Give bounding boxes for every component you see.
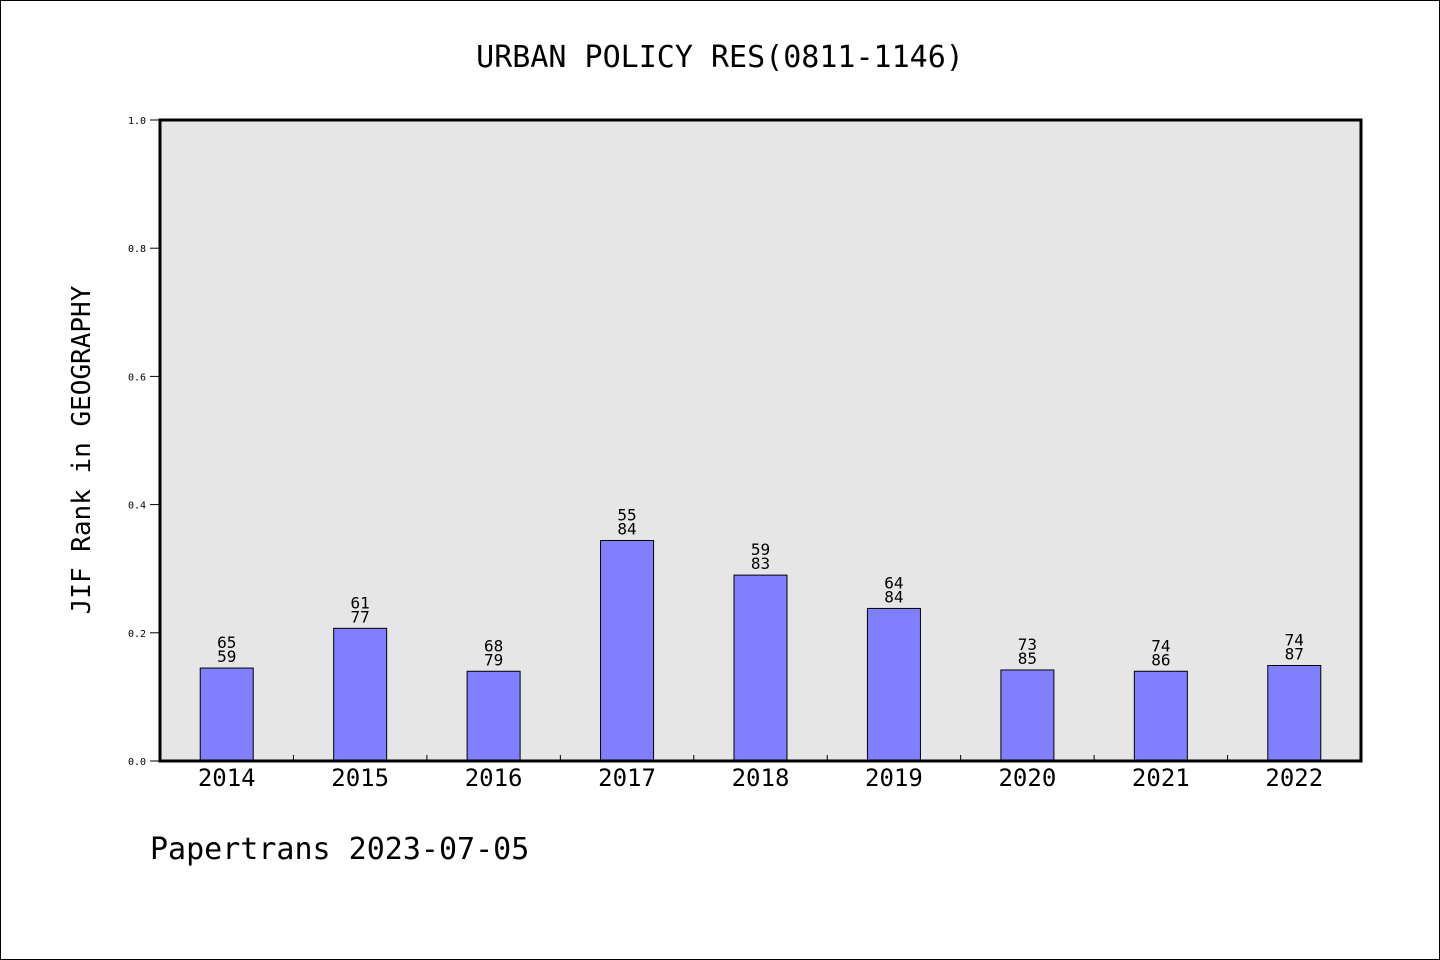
bar-label-bottom: 59	[217, 647, 236, 666]
y-tick-label: 0.2	[128, 629, 146, 640]
y-tick-label: 0.4	[128, 501, 146, 512]
bar-2019	[866, 607, 921, 762]
y-axis-ticks: 0.0 0.2 0.4 0.6 0.8 1.0	[128, 116, 160, 768]
bar-label-top: 74	[1285, 630, 1304, 649]
bar-label-bottom: 84	[884, 587, 903, 606]
bar-label-top: 55	[617, 505, 636, 524]
bar-label-bottom: 77	[351, 607, 370, 626]
bar-label-bottom: 79	[484, 650, 503, 669]
bar-2018	[733, 574, 788, 762]
y-tick-label: 0.8	[128, 244, 146, 255]
bar-2014	[199, 667, 254, 762]
x-tick-label: 2016	[465, 764, 523, 792]
y-axis-label: JIF Rank in GEOGRAPHY	[67, 285, 97, 614]
bar-label-bottom: 87	[1285, 644, 1304, 663]
bar-label-top: 74	[1151, 636, 1170, 655]
bar-label-bottom: 83	[751, 554, 770, 573]
x-tick-label: 2020	[998, 764, 1056, 792]
y-tick-label: 0.0	[128, 757, 146, 768]
bar-label-bottom: 84	[617, 519, 636, 538]
bar-label-top: 68	[484, 636, 503, 655]
x-tick-label: 2015	[331, 764, 389, 792]
bar-2017	[600, 539, 655, 762]
x-tick-label: 2022	[1265, 764, 1323, 792]
bar-2022	[1267, 664, 1322, 762]
bar-2020	[1000, 669, 1055, 762]
bar-2016	[466, 670, 521, 762]
x-tick-label: 2017	[598, 764, 656, 792]
bar-label-top: 61	[351, 593, 370, 612]
x-tick-label: 2018	[732, 764, 790, 792]
bar-label-top: 64	[884, 573, 903, 592]
bar-label-top: 73	[1018, 635, 1037, 654]
bar-label-top: 65	[217, 633, 236, 652]
bar-2021	[1133, 670, 1188, 762]
x-tick-label: 2019	[865, 764, 923, 792]
bar-2015	[333, 627, 388, 762]
y-tick-label: 1.0	[128, 116, 146, 127]
x-tick-labels: 2014 2015 2016 2017 2018 2019 2020 2021 2022	[198, 764, 1323, 792]
chart-title: URBAN POLICY RES(0811-1146)	[476, 40, 964, 75]
y-tick-label: 0.6	[128, 372, 146, 383]
bar-label-top: 59	[751, 540, 770, 559]
plot-border	[158, 118, 1363, 763]
bar-label-bottom: 85	[1018, 649, 1037, 668]
bar-label-bottom: 86	[1151, 650, 1170, 669]
footer-credit: Papertrans 2023-07-05	[150, 832, 530, 867]
x-tick-label: 2014	[198, 764, 256, 792]
x-tick-label: 2021	[1132, 764, 1190, 792]
